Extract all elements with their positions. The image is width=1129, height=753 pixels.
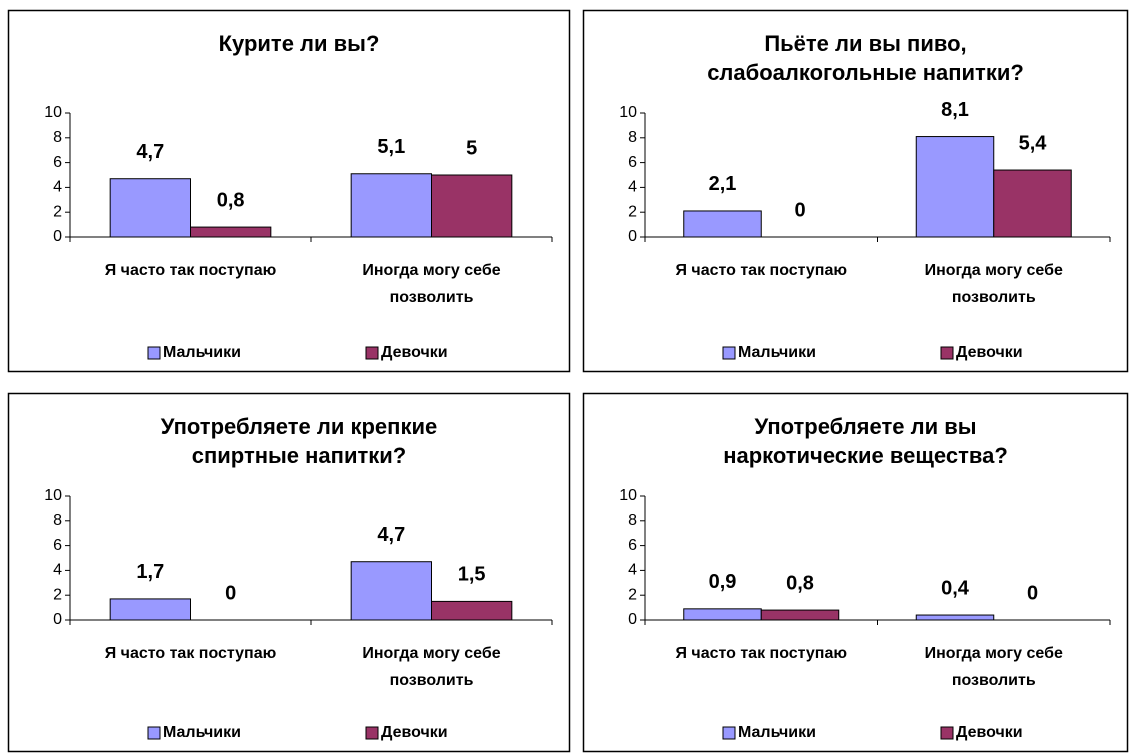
chart-title: Употребляете ли вы наркотические вещества… — [723, 414, 1008, 468]
data-label: 5 — [466, 137, 477, 159]
legend-swatch — [722, 726, 736, 740]
data-label: 0 — [225, 582, 236, 604]
x-tick-label: Иногда могу себе позволить — [925, 262, 1063, 306]
legend-label: Мальчики — [163, 344, 241, 361]
bar — [760, 609, 840, 621]
x-tick-label: Я часто так поступаю — [105, 645, 277, 662]
y-tick-label: 6 — [628, 537, 637, 554]
y-tick-label: 0 — [53, 228, 62, 245]
data-label: 0,9 — [709, 571, 737, 593]
y-tick-label: 0 — [53, 611, 62, 628]
bar — [109, 178, 191, 238]
legend-label: Мальчики — [163, 724, 241, 741]
x-tick-label: Иногда могу себе позволить — [925, 645, 1063, 689]
bar — [915, 614, 995, 621]
data-label: 0 — [794, 199, 805, 221]
y-tick-label: 10 — [619, 487, 637, 504]
bar — [350, 561, 432, 621]
data-label: 1,7 — [136, 561, 164, 583]
x-tick-label: Я часто так поступаю — [675, 645, 847, 662]
y-tick-label: 0 — [628, 611, 637, 628]
bar — [993, 169, 1072, 238]
x-tick-label: Иногда могу себе позволить — [362, 645, 500, 689]
y-tick-label: 2 — [53, 203, 62, 220]
panel-border — [582, 9, 1129, 373]
x-tick-label: Иногда могу себе позволить — [362, 262, 500, 306]
legend-swatch — [147, 346, 161, 360]
data-label: 0,4 — [941, 577, 970, 599]
y-tick-label: 10 — [44, 487, 62, 504]
bar — [190, 226, 272, 238]
y-tick-label: 8 — [53, 512, 62, 529]
data-label: 2,1 — [709, 173, 737, 195]
data-label: 5,4 — [1019, 132, 1048, 154]
bar — [350, 173, 432, 238]
legend-label: Девочки — [381, 724, 448, 741]
data-label: 4,7 — [136, 141, 164, 163]
y-tick-label: 6 — [628, 154, 637, 171]
bar — [915, 136, 995, 238]
legend-label: Девочки — [956, 344, 1023, 361]
legend-swatch — [940, 346, 954, 360]
panel-border — [582, 392, 1129, 753]
panel-border — [7, 9, 571, 373]
chart-title: Курите ли вы? — [219, 31, 380, 56]
bar — [431, 174, 513, 238]
y-tick-label: 4 — [628, 562, 637, 579]
y-tick-label: 2 — [628, 203, 637, 220]
bar — [683, 210, 762, 238]
y-tick-label: 6 — [53, 537, 62, 554]
legend-swatch — [147, 726, 161, 740]
panel-border — [7, 392, 571, 753]
y-tick-label: 10 — [619, 104, 637, 121]
data-label: 0,8 — [217, 189, 245, 211]
y-tick-label: 6 — [53, 154, 62, 171]
y-tick-label: 4 — [53, 562, 62, 579]
legend-label: Мальчики — [738, 724, 816, 741]
legend-swatch — [722, 346, 736, 360]
legend-swatch — [365, 346, 379, 360]
bar — [431, 600, 513, 621]
legend-label: Девочки — [381, 344, 448, 361]
y-tick-label: 0 — [628, 228, 637, 245]
data-label: 1,5 — [458, 564, 486, 586]
data-label: 4,7 — [377, 524, 405, 546]
y-tick-label: 8 — [628, 129, 637, 146]
y-tick-label: 4 — [628, 179, 637, 196]
legend-swatch — [365, 726, 379, 740]
data-label: 8,1 — [941, 99, 969, 121]
y-tick-label: 10 — [44, 104, 62, 121]
data-label: 5,1 — [377, 136, 405, 158]
y-tick-label: 8 — [628, 512, 637, 529]
bar — [683, 608, 762, 621]
chart-title: Пьёте ли вы пиво, слабоалкогольные напитк… — [707, 31, 1024, 85]
legend-swatch — [940, 726, 954, 740]
x-tick-label: Я часто так поступаю — [675, 262, 847, 279]
y-tick-label: 8 — [53, 129, 62, 146]
y-tick-label: 2 — [53, 586, 62, 603]
y-tick-label: 2 — [628, 586, 637, 603]
chart-title: Употребляете ли крепкие спиртные напитки? — [161, 414, 437, 468]
y-tick-label: 4 — [53, 179, 62, 196]
legend-label: Девочки — [956, 724, 1023, 741]
data-label: 0,8 — [786, 572, 814, 594]
bar — [109, 598, 191, 621]
legend-label: Мальчики — [738, 344, 816, 361]
x-tick-label: Я часто так поступаю — [105, 262, 277, 279]
data-label: 0 — [1027, 582, 1038, 604]
